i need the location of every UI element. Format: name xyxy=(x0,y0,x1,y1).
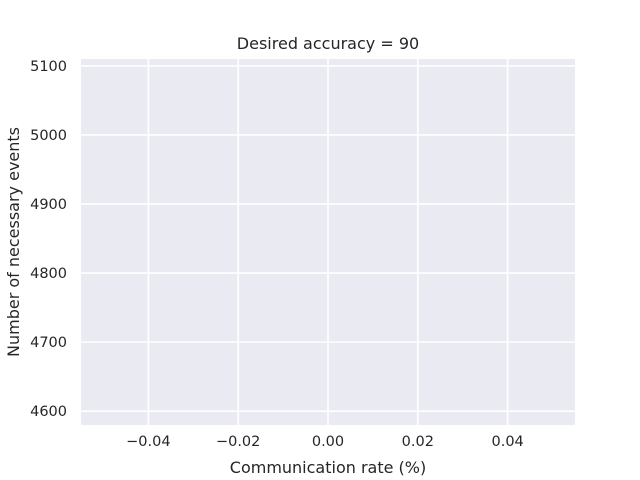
x-tick-label: −0.04 xyxy=(126,434,170,450)
ticks: −0.04 −0.02 0.00 0.02 0.04 4600 4700 4800 4900 50… xyxy=(30,59,524,450)
y-tick-label: 4700 xyxy=(30,335,67,351)
y-tick-label: 5100 xyxy=(30,59,67,75)
y-axis-label: Number of necessary events xyxy=(4,127,23,357)
y-tick-label: 4800 xyxy=(30,266,67,282)
x-tick-label: 0.02 xyxy=(402,434,434,450)
x-tick-label: 0.04 xyxy=(491,434,523,450)
y-tick-label: 4600 xyxy=(30,404,67,420)
grid xyxy=(81,59,575,425)
y-tick-label: 5000 xyxy=(30,128,67,144)
x-axis-label: Communication rate (%) xyxy=(230,458,426,477)
chart-title: Desired accuracy = 90 xyxy=(237,34,419,53)
x-tick-label: 0.00 xyxy=(312,434,344,450)
y-tick-label: 4900 xyxy=(30,197,67,213)
x-tick-label: −0.02 xyxy=(216,434,260,450)
